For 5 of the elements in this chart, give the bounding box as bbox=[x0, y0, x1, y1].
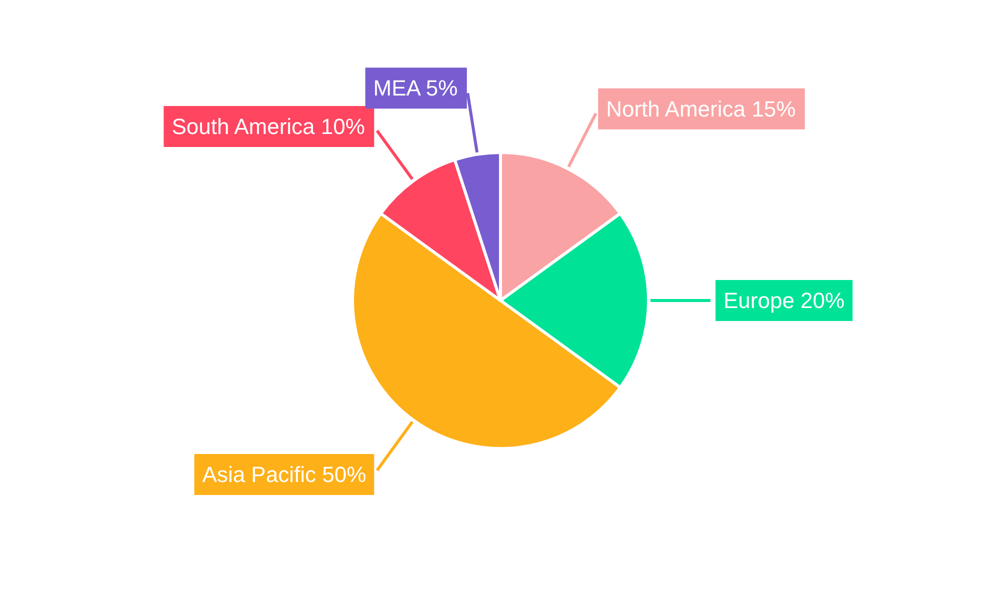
slice-label: North America 15% bbox=[606, 96, 796, 122]
slice-label: Europe 20% bbox=[724, 288, 845, 313]
slice-label: Asia Pacific 50% bbox=[202, 462, 366, 487]
slice-label: MEA 5% bbox=[373, 76, 458, 101]
slice-label: South America 10% bbox=[172, 114, 365, 140]
